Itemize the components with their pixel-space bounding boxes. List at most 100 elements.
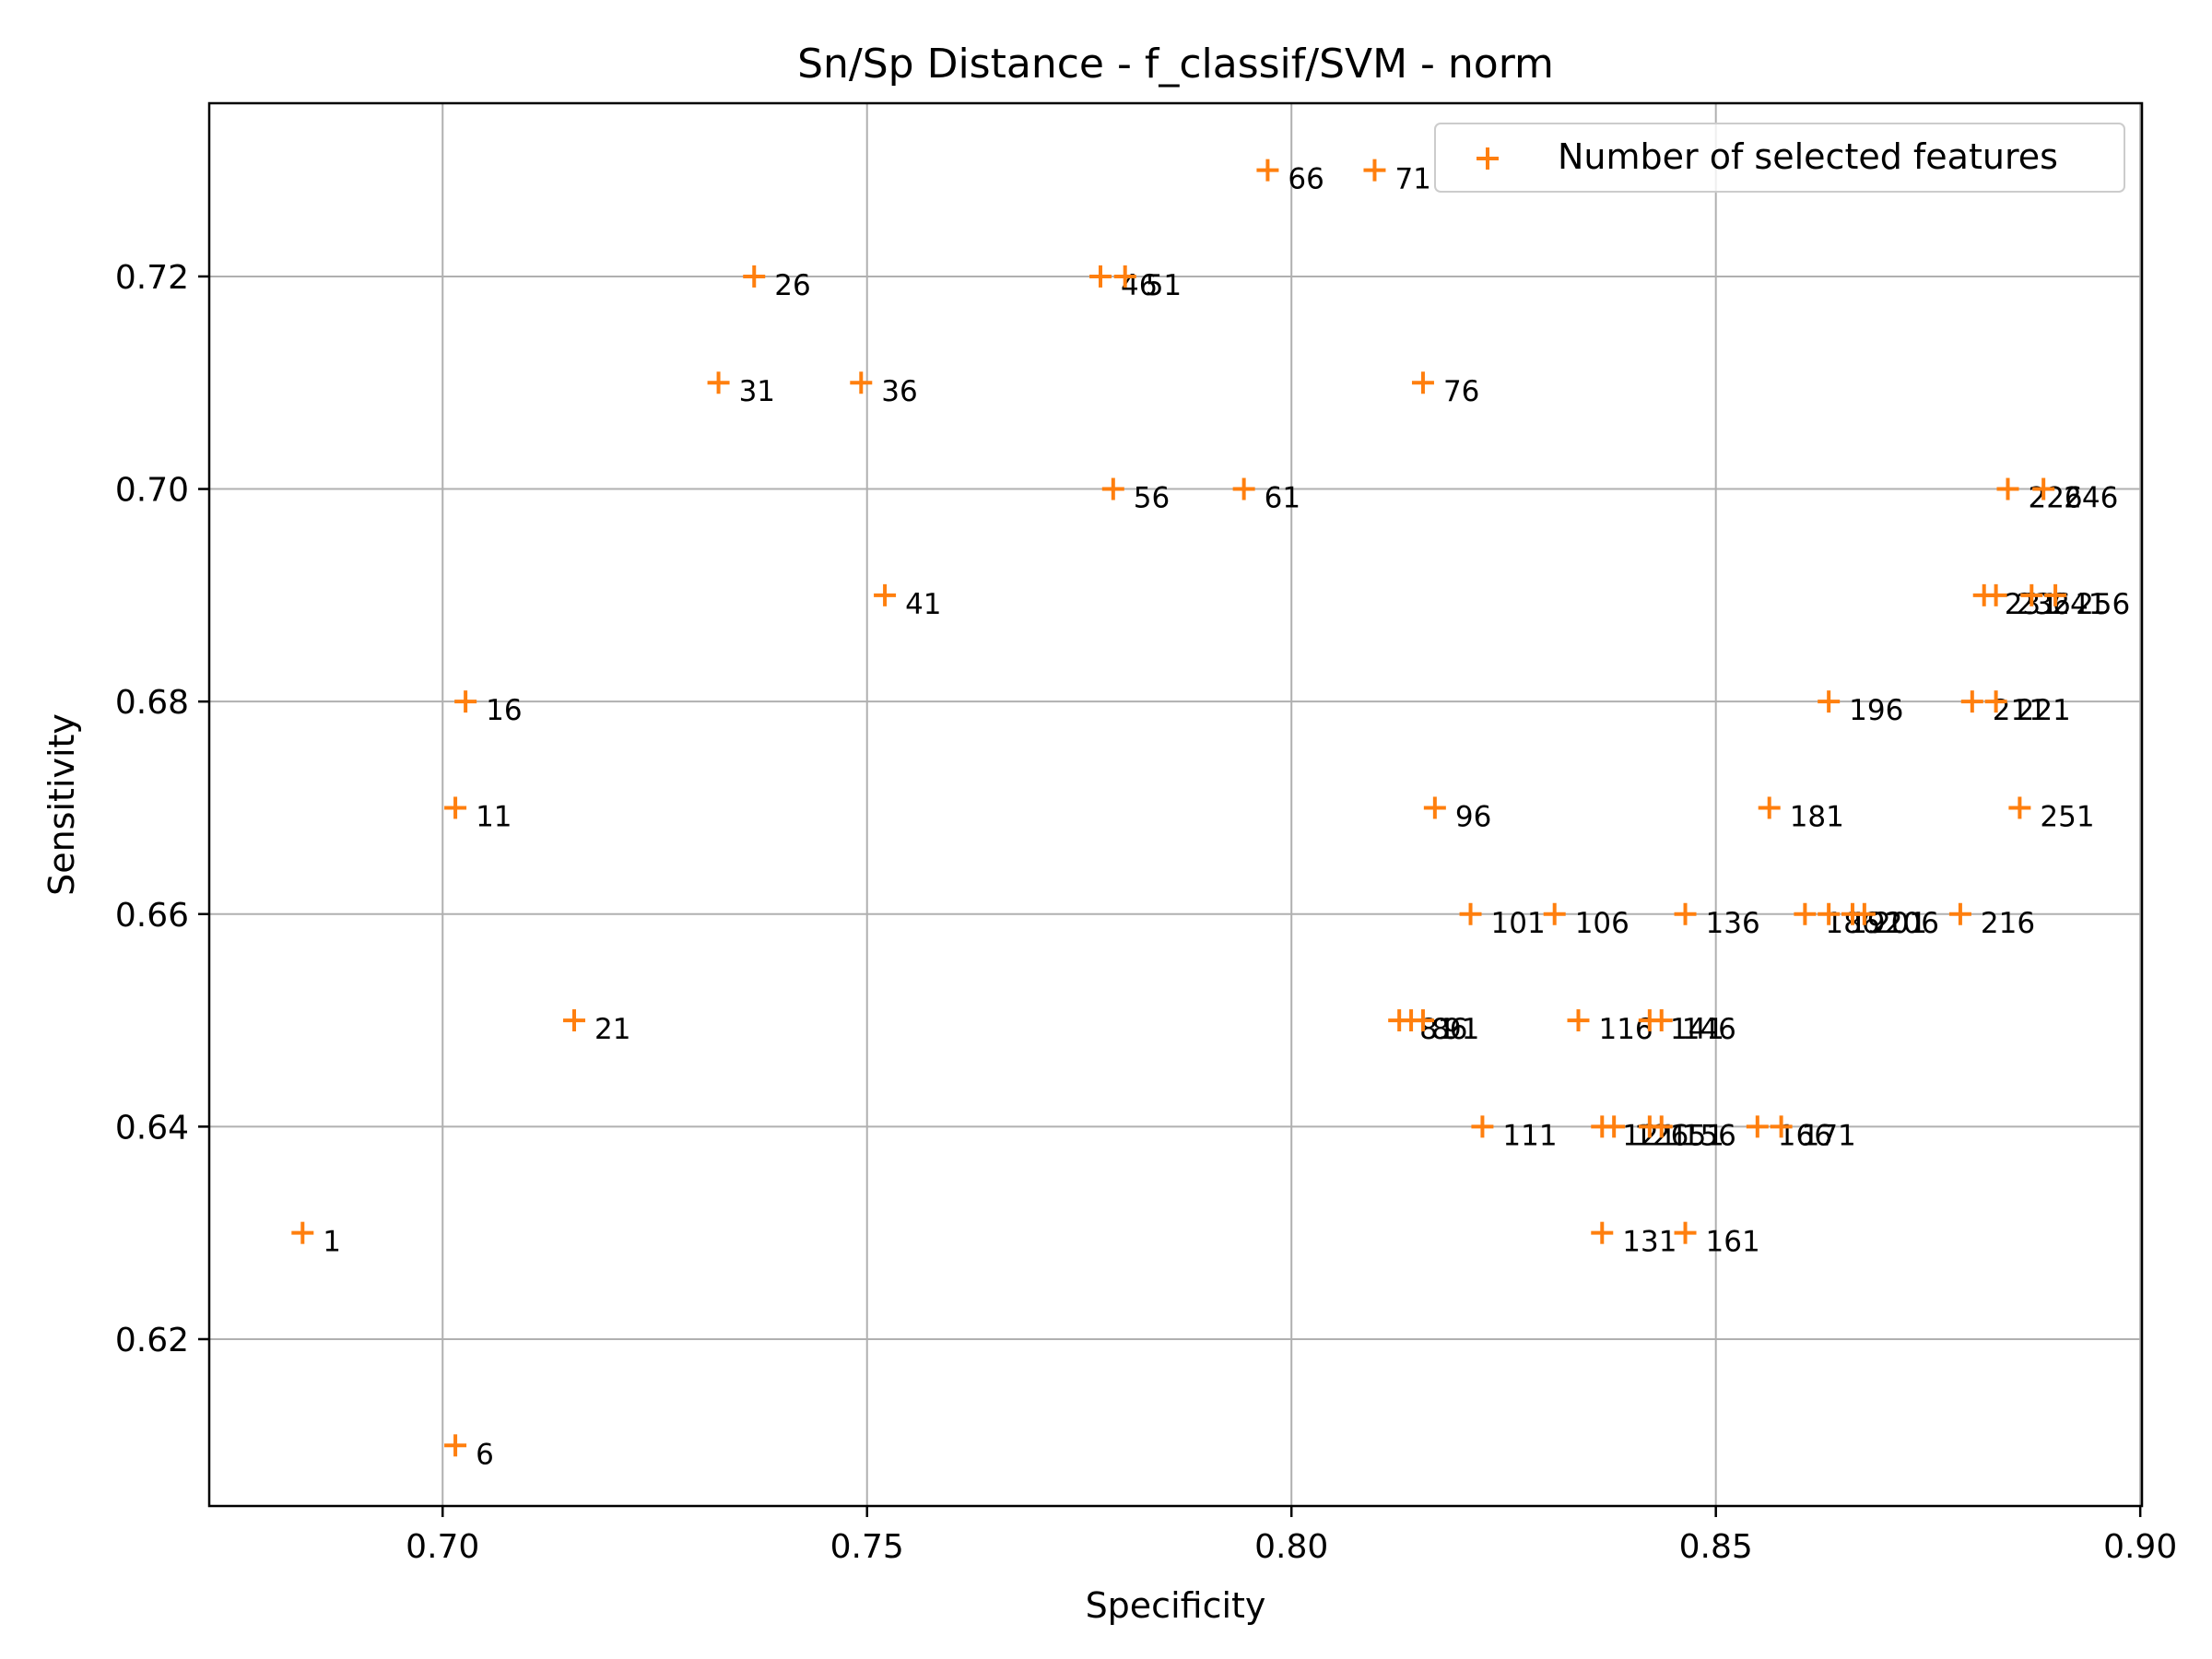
legend-marker [1477,147,1499,170]
data-point [1591,1221,1614,1244]
point-label: 256 [2076,588,2130,621]
data-point [1794,902,1817,925]
x-axis-label: Specificity [1086,1585,1266,1626]
data-point [2032,477,2055,500]
point-label: 16 [486,694,522,727]
data-point [1471,1115,1494,1138]
point-label: 76 [1443,375,1479,408]
data-point [1650,1009,1673,1032]
data-point [1674,902,1697,925]
point-label: 201 [1873,907,1927,940]
point-label: 86 [1431,1013,1467,1046]
data-point [707,371,730,394]
data-point [1101,477,1124,500]
data-point [454,690,477,713]
point-label: 61 [1265,482,1300,515]
point-label: 161 [1706,1226,1760,1259]
data-point [1113,265,1136,288]
data-point [1984,583,2007,606]
data-point [291,1221,314,1244]
point-label: 131 [1622,1226,1677,1259]
point-label: 116 [1598,1013,1653,1046]
point-label: 141 [1670,1013,1724,1046]
point-label: 216 [1981,907,2035,940]
point-label: 146 [1682,1013,1736,1046]
point-label: 181 [1790,800,1844,833]
point-label: 6 [476,1438,494,1471]
point-label: 171 [1802,1119,1856,1152]
point-label: 51 [1146,269,1182,302]
data-point [1423,796,1446,819]
y-tick-label: 0.68 [115,684,189,722]
data-point [1818,902,1841,925]
y-tick-label: 0.64 [115,1109,189,1147]
point-label: 251 [2040,800,2094,833]
point-label: 156 [1682,1119,1736,1152]
axis-ticks: 0.70 0.75 0.80 0.85 0.90 0.62 0.64 0.66 0.68 0.70… [115,259,2177,1566]
data-point [1363,159,1386,182]
data-point [1650,1115,1673,1138]
data-point [1411,371,1434,394]
grid [209,103,2142,1506]
point-label: 1 [323,1226,341,1259]
data-point [1603,1115,1626,1138]
data-point [1232,477,1255,500]
point-label: 91 [1443,1013,1479,1046]
data-point [1674,1221,1697,1244]
point-label: 106 [1575,907,1630,940]
data-point [1746,1115,1769,1138]
data-point [1758,796,1781,819]
point-label: 206 [1885,907,1939,940]
plot-frame [207,101,2144,1508]
point-label: 221 [2017,694,2071,727]
y-tick-label: 0.66 [115,897,189,935]
point-label: 41 [905,588,941,621]
data-point [2008,796,2031,819]
point-label: 111 [1502,1119,1557,1152]
point-label: 101 [1491,907,1546,940]
point-label: 31 [739,375,775,408]
legend: Number of selected features [1434,123,2125,193]
data-point [1996,477,2019,500]
data-point [850,371,873,394]
legend-entry-label: Number of selected features [1558,136,2058,177]
point-label: 96 [1455,800,1491,833]
point-label: 11 [476,800,512,833]
data-point [874,583,897,606]
data-point [2044,583,2067,606]
point-label: 56 [1134,482,1170,515]
point-label: 36 [881,375,917,408]
data-point [1088,265,1112,288]
data-point [1543,902,1566,925]
chart-title: Sn/Sp Distance - f_classif/SVM - norm [797,41,1554,88]
data-point [1960,690,1983,713]
y-tick-label: 0.70 [115,472,189,510]
data-point [1853,902,1876,925]
data-point [1567,1009,1590,1032]
point-label: 66 [1288,163,1324,196]
y-tick-label: 0.62 [115,1322,189,1359]
data-point [1256,159,1279,182]
data-point [1984,690,2007,713]
point-label: 246 [2064,482,2118,515]
y-axis-label: Sensitivity [41,713,82,896]
x-tick-label: 0.90 [2103,1528,2177,1566]
data-point [444,1434,467,1457]
point-label: 196 [1849,694,1903,727]
data-point [1459,902,1482,925]
x-tick-label: 0.75 [830,1528,904,1566]
point-label: 136 [1706,907,1760,940]
data-point [1948,902,1971,925]
x-tick-label: 0.80 [1254,1528,1328,1566]
point-label: 151 [1670,1119,1724,1152]
data-point [444,796,467,819]
x-tick-label: 0.85 [1679,1528,1753,1566]
data-point [2020,583,2043,606]
data-point [1411,1009,1434,1032]
x-tick-label: 0.70 [406,1528,479,1566]
point-label: 71 [1394,163,1430,196]
legend-box [1434,123,2125,193]
